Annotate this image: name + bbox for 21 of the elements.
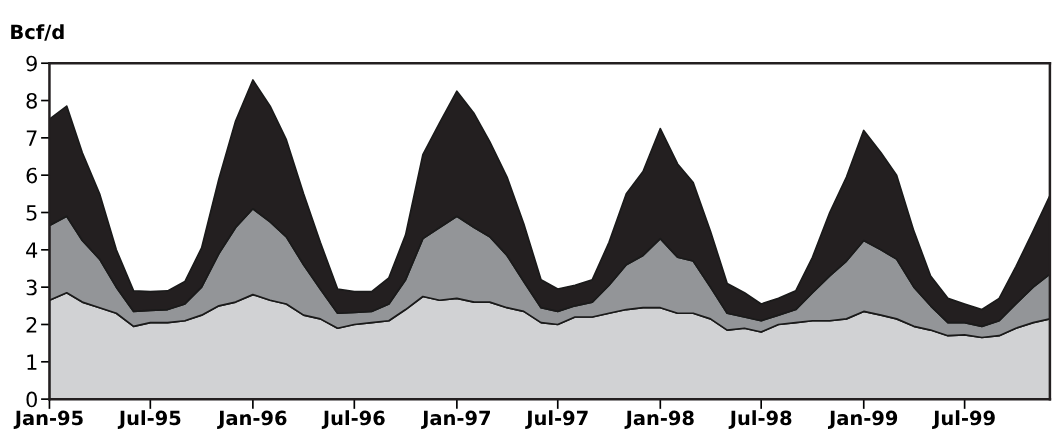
y-tick-label: 3 xyxy=(26,279,37,296)
x-tick-label: Jan-95 xyxy=(13,410,83,429)
y-axis-title: Bcf/d xyxy=(11,24,64,41)
x-tick-label: Jan-97 xyxy=(421,410,490,429)
y-tick-label: 4 xyxy=(26,242,38,258)
y-tick-label: 2 xyxy=(26,316,37,333)
x-tick-label: Jan-99 xyxy=(827,410,898,429)
y-tick-label: 1 xyxy=(27,354,37,370)
x-tick-label: Jan-98 xyxy=(624,410,694,429)
y-tick-label: 0 xyxy=(26,391,37,408)
x-tick-label: Jul-97 xyxy=(525,410,588,429)
y-tick-label: 5 xyxy=(26,205,37,221)
x-tick-label: Jul-99 xyxy=(932,410,995,429)
x-tick-label: Jan-96 xyxy=(217,410,287,429)
y-tick-label: 6 xyxy=(26,167,38,184)
y-tick-label: 8 xyxy=(26,92,37,109)
x-tick-label: Jul-98 xyxy=(728,410,792,429)
x-tick-label: Jul-95 xyxy=(117,410,181,429)
x-tick-label: Jul-96 xyxy=(321,410,385,429)
y-tick-label: 9 xyxy=(26,55,37,72)
y-tick-label: 7 xyxy=(26,130,37,146)
